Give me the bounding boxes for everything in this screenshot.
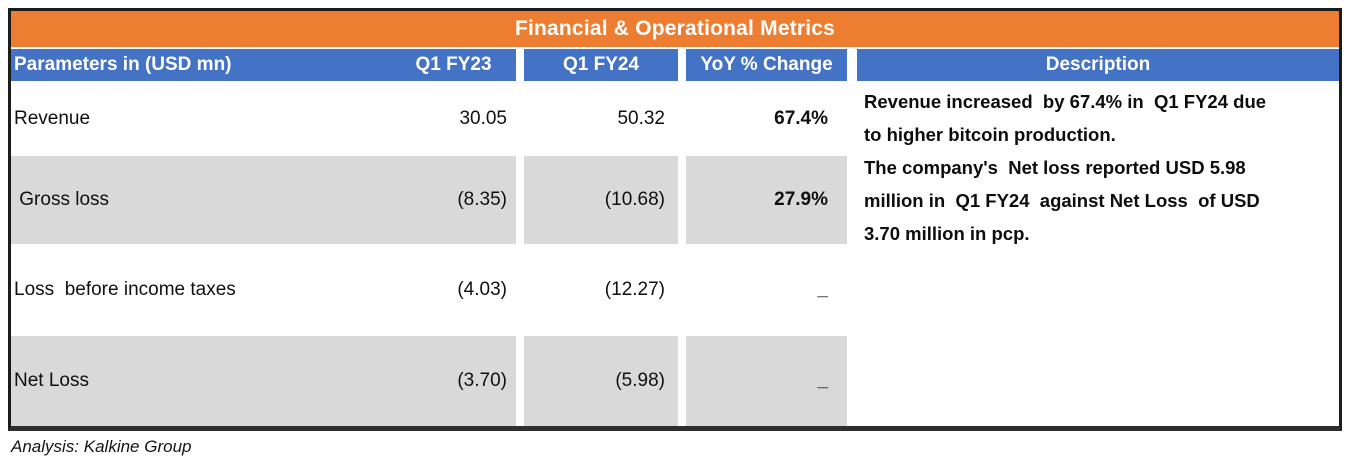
financial-metrics-table: Financial & Operational Metrics Paramete…	[8, 8, 1342, 431]
row-gross-loss-label: Gross loss	[11, 156, 391, 244]
description-line: Revenue increased by 67.4% in Q1 FY24 du…	[864, 91, 1267, 112]
analysis-credit: Analysis: Kalkine Group	[11, 437, 192, 456]
gross-loss-yoy-value: 27.9%	[686, 156, 847, 244]
column-header-q1fy23: Q1 FY23	[391, 49, 516, 81]
gross-loss-q1fy24-value: (10.68)	[524, 156, 678, 244]
row-revenue-label: Revenue	[14, 107, 91, 129]
table-title: Financial & Operational Metrics	[11, 11, 1339, 47]
net-loss-q1fy24-value: (5.98)	[524, 336, 678, 426]
revenue-yoy-value: 67.4%	[774, 107, 828, 129]
description-cell: Revenue increased by 67.4% in Q1 FY24 du…	[857, 81, 1339, 426]
row-loss-before-taxes-label: Loss before income taxes	[14, 279, 236, 300]
gross-loss-q1fy23-value: (8.35)	[391, 156, 516, 244]
column-header-q1fy24: Q1 FY24	[524, 49, 678, 81]
revenue-q1fy24-value: 50.32	[617, 107, 665, 129]
column-header-yoy-change: YoY % Change	[686, 49, 847, 81]
loss-before-taxes-q1fy24-value: (12.27)	[604, 279, 665, 300]
description-line: million in Q1 FY24 against Net Loss of U…	[864, 190, 1260, 211]
net-loss-yoy-value: _	[686, 336, 847, 426]
net-loss-q1fy23-value: (3.70)	[391, 336, 516, 426]
description-line: to higher bitcoin production.	[864, 124, 1116, 145]
revenue-q1fy23-value: 30.05	[459, 107, 507, 129]
loss-before-taxes-yoy-value: _	[817, 279, 828, 300]
description-line: 3.70 million in pcp.	[864, 223, 1030, 244]
row-net-loss-label: Net Loss	[11, 336, 391, 426]
description-line: The company's Net loss reported USD 5.98	[864, 157, 1246, 178]
column-header-parameters: Parameters in (USD mn)	[11, 49, 391, 81]
column-header-description: Description	[857, 49, 1339, 81]
loss-before-taxes-q1fy23-value: (4.03)	[457, 279, 507, 300]
